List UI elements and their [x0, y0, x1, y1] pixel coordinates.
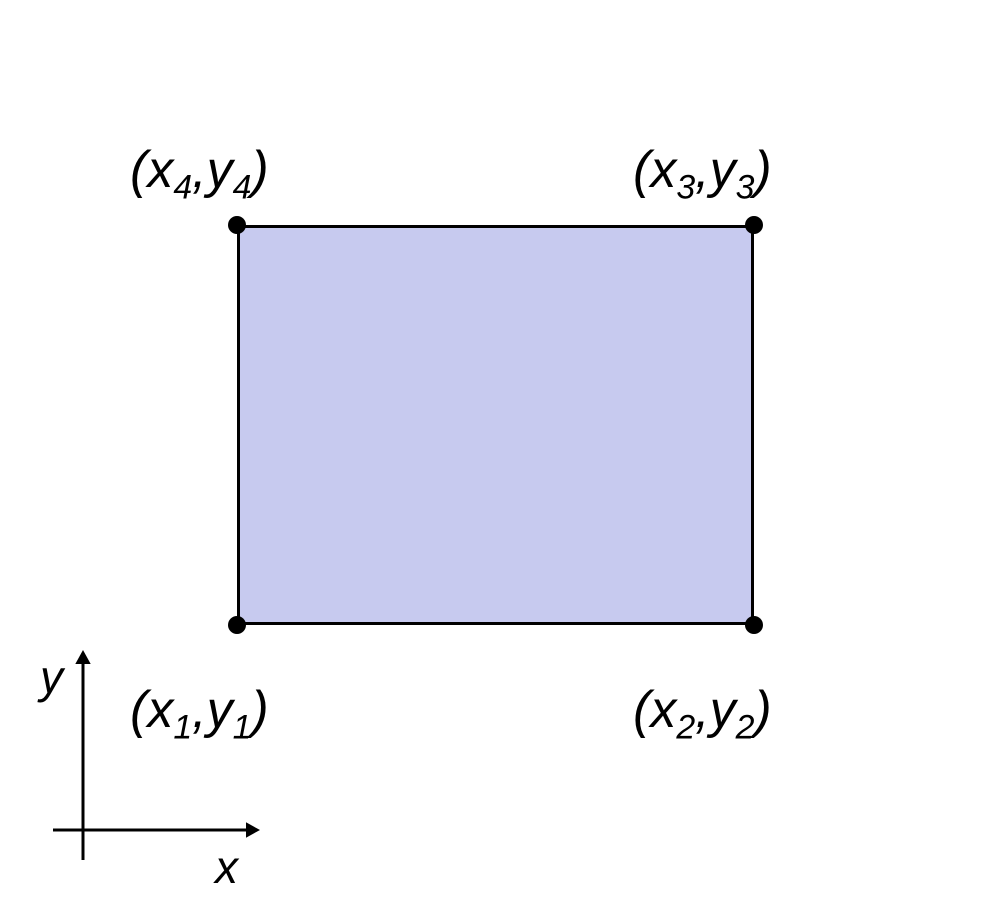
diagram-canvas: (x4,y4) (x3,y3) (x1,y1) (x2,y2) x y	[0, 0, 1004, 921]
coordinate-axes	[43, 630, 280, 870]
vertex-4-label: (x4,y4)	[130, 140, 269, 207]
vertex-2-label: (x2,y2)	[633, 680, 772, 747]
vertex-3	[745, 216, 763, 234]
y-axis-label: y	[40, 650, 63, 704]
vertex-4	[228, 216, 246, 234]
quadrilateral-element	[237, 225, 754, 625]
x-axis-label: x	[215, 840, 238, 894]
vertex-3-label: (x3,y3)	[633, 140, 772, 207]
vertex-2	[745, 616, 763, 634]
